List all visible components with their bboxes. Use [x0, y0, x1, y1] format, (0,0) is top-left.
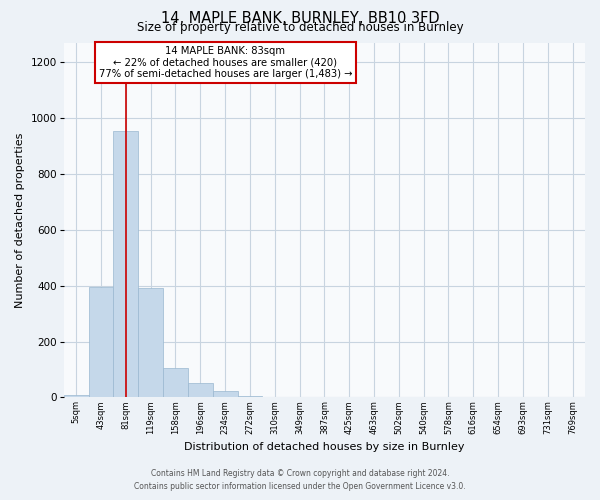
Y-axis label: Number of detached properties: Number of detached properties: [15, 132, 25, 308]
Bar: [188, 383, 212, 398]
Text: 14, MAPLE BANK, BURNLEY, BB10 3FD: 14, MAPLE BANK, BURNLEY, BB10 3FD: [161, 11, 439, 26]
Bar: [89, 287, 113, 398]
Bar: [163, 368, 188, 398]
Bar: [238, 396, 262, 398]
Bar: [113, 130, 138, 398]
Bar: [138, 288, 163, 398]
X-axis label: Distribution of detached houses by size in Burnley: Distribution of detached houses by size …: [184, 442, 464, 452]
Text: Size of property relative to detached houses in Burnley: Size of property relative to detached ho…: [137, 22, 463, 35]
Bar: [64, 394, 89, 398]
Text: 14 MAPLE BANK: 83sqm
← 22% of detached houses are smaller (420)
77% of semi-deta: 14 MAPLE BANK: 83sqm ← 22% of detached h…: [98, 46, 352, 79]
Bar: [212, 391, 238, 398]
Text: Contains HM Land Registry data © Crown copyright and database right 2024.
Contai: Contains HM Land Registry data © Crown c…: [134, 470, 466, 491]
